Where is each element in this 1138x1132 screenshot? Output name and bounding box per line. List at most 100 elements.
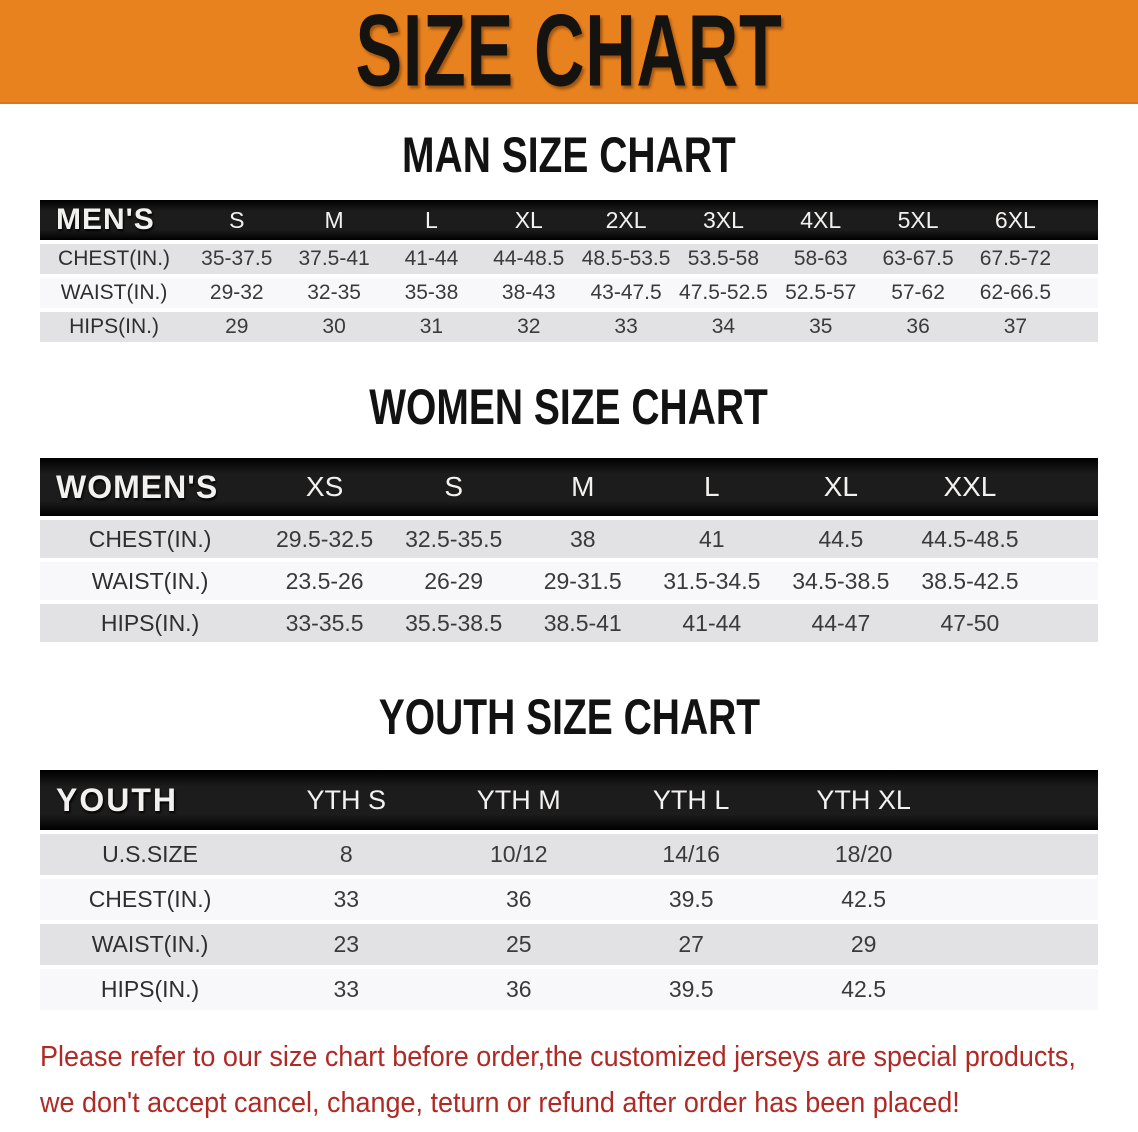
- size-column-header: XXL: [905, 458, 1035, 516]
- size-value-cell: 29: [188, 312, 286, 342]
- size-value-cell: 27: [604, 924, 778, 965]
- size-column-header: XL: [480, 200, 578, 240]
- size-value-cell: 43-47.5: [577, 278, 675, 308]
- youth-size-table: YOUTH YTH S YTH M YTH L YTH XL U.S.SIZE 8 10/12…: [40, 766, 1098, 1014]
- header-filler-cell: [1064, 200, 1098, 240]
- size-value-cell: 47.5-52.5: [674, 278, 773, 308]
- size-value-cell: 29.5-32.5: [260, 520, 390, 558]
- size-value-cell: 18/20: [777, 834, 950, 875]
- size-column-header: M: [518, 458, 648, 516]
- header-row: YOUTH YTH S YTH M YTH L YTH XL: [40, 770, 1098, 830]
- size-value-cell: 38-43: [480, 278, 578, 308]
- row-label: CHEST(IN.): [40, 244, 189, 274]
- youth-size-section: YOUTH SIZE CHART YOUTH YTH S YTH M YTH L YTH …: [0, 692, 1138, 1014]
- size-column-header: 2XL: [577, 200, 675, 240]
- table-row: CHEST(IN.) 33 36 39.5 42.5: [40, 879, 1098, 920]
- table-header: WOMEN'S XS S M L XL XXL: [40, 458, 1098, 516]
- size-value-cell: 52.5-57: [772, 278, 870, 308]
- size-value-cell: 53.5-58: [674, 244, 773, 274]
- size-value-cell: 33: [260, 969, 433, 1010]
- disclaimer-line-2: we don't accept cancel, change, teturn o…: [40, 1087, 960, 1119]
- row-label: WAIST(IN.): [40, 562, 261, 600]
- size-value-cell: 35-37.5: [188, 244, 286, 274]
- table-row: CHEST(IN.) 35-37.5 37.5-41 41-44 44-48.5 48.5…: [40, 244, 1098, 274]
- women-size-table: WOMEN'S XS S M L XL XXL CHEST(IN.) 29.5-32.5 32.5…: [40, 454, 1098, 646]
- size-value-cell: 48.5-53.5: [577, 244, 675, 274]
- table-header: MEN'S S M L XL 2XL 3XL 4XL 5XL 6XL: [40, 200, 1098, 240]
- size-column-header: YTH XL: [777, 770, 950, 830]
- size-value-cell: 32: [480, 312, 578, 342]
- size-column-header: 5XL: [869, 200, 967, 240]
- size-value-cell: 63-67.5: [869, 244, 967, 274]
- size-value-cell: 10/12: [432, 834, 605, 875]
- page-title: SIZE CHART: [355, 0, 783, 109]
- row-label: HIPS(IN.): [40, 604, 261, 642]
- size-value-cell: 44-47: [776, 604, 906, 642]
- size-value-cell: 47-50: [905, 604, 1035, 642]
- table-row: WAIST(IN.) 23.5-26 26-29 29-31.5 31.5-34.5 34…: [40, 562, 1098, 600]
- row-label: WAIST(IN.): [40, 278, 189, 308]
- header-row: MEN'S S M L XL 2XL 3XL 4XL 5XL 6XL: [40, 200, 1098, 240]
- size-value-cell: 30: [285, 312, 383, 342]
- row-label: CHEST(IN.): [40, 879, 261, 920]
- men-section-heading: MAN SIZE CHART: [0, 130, 1138, 180]
- row-label: HIPS(IN.): [40, 969, 261, 1010]
- row-filler-cell: [1034, 562, 1098, 600]
- header-filler-cell: [1034, 458, 1098, 516]
- row-filler-cell: [949, 969, 1098, 1010]
- size-value-cell: 14/16: [604, 834, 778, 875]
- table-header: YOUTH YTH S YTH M YTH L YTH XL: [40, 770, 1098, 830]
- disclaimer: Please refer to our size chart before or…: [0, 1034, 1138, 1126]
- size-column-header: YTH L: [604, 770, 778, 830]
- size-value-cell: 58-63: [772, 244, 870, 274]
- table-row: HIPS(IN.) 33-35.5 35.5-38.5 38.5-41 41-44 44-…: [40, 604, 1098, 642]
- table-body: CHEST(IN.) 29.5-32.5 32.5-35.5 38 41 44.5 44.5…: [40, 520, 1098, 642]
- size-column-header: L: [647, 458, 777, 516]
- youth-section-heading-text: YOUTH SIZE CHART: [378, 689, 760, 745]
- row-filler-cell: [949, 834, 1098, 875]
- size-column-header: YTH S: [260, 770, 433, 830]
- size-value-cell: 67.5-72: [966, 244, 1065, 274]
- women-section-heading: WOMEN SIZE CHART: [0, 382, 1138, 432]
- row-filler-cell: [1064, 312, 1098, 342]
- size-value-cell: 29-31.5: [518, 562, 648, 600]
- men-size-section: MAN SIZE CHART MEN'S S M L XL 2XL 3XL 4XL 5XL 6XL C…: [0, 130, 1138, 346]
- size-value-cell: 38.5-41: [518, 604, 648, 642]
- size-value-cell: 37: [966, 312, 1065, 342]
- size-value-cell: 33-35.5: [260, 604, 390, 642]
- row-filler-cell: [949, 924, 1098, 965]
- size-value-cell: 31.5-34.5: [647, 562, 777, 600]
- size-column-header: XS: [260, 458, 390, 516]
- size-value-cell: 39.5: [604, 969, 778, 1010]
- size-value-cell: 36: [869, 312, 967, 342]
- size-value-cell: 8: [260, 834, 433, 875]
- size-value-cell: 35: [772, 312, 870, 342]
- header-row: WOMEN'S XS S M L XL XXL: [40, 458, 1098, 516]
- size-column-header: 6XL: [966, 200, 1065, 240]
- table-row: WAIST(IN.) 23 25 27 29: [40, 924, 1098, 965]
- size-column-header: YTH M: [432, 770, 605, 830]
- table-body: U.S.SIZE 8 10/12 14/16 18/20 CHEST(IN.) 33 36 39…: [40, 834, 1098, 1010]
- row-filler-cell: [1064, 244, 1098, 274]
- size-column-header: S: [389, 458, 519, 516]
- size-value-cell: 41-44: [382, 244, 481, 274]
- youth-section-heading: YOUTH SIZE CHART: [0, 692, 1138, 742]
- table-row: CHEST(IN.) 29.5-32.5 32.5-35.5 38 41 44.5 44.5…: [40, 520, 1098, 558]
- women-section-heading-text: WOMEN SIZE CHART: [369, 379, 769, 435]
- table-row: HIPS(IN.) 29 30 31 32 33 34 35 36 37: [40, 312, 1098, 342]
- row-filler-cell: [1034, 604, 1098, 642]
- size-column-header: 3XL: [674, 200, 773, 240]
- men-corner-label: MEN'S: [40, 200, 189, 240]
- table-row: WAIST(IN.) 29-32 32-35 35-38 38-43 43-47.5 47.…: [40, 278, 1098, 308]
- table-body: CHEST(IN.) 35-37.5 37.5-41 41-44 44-48.5 48.5…: [40, 244, 1098, 342]
- size-value-cell: 33: [260, 879, 433, 920]
- size-value-cell: 26-29: [389, 562, 519, 600]
- youth-corner-label: YOUTH: [40, 770, 261, 830]
- size-column-header: 4XL: [772, 200, 870, 240]
- size-column-header: XL: [776, 458, 906, 516]
- men-size-table: MEN'S S M L XL 2XL 3XL 4XL 5XL 6XL CHEST(IN.) 35-37…: [40, 196, 1098, 346]
- size-value-cell: 36: [432, 969, 605, 1010]
- size-column-header: L: [382, 200, 481, 240]
- size-value-cell: 33: [577, 312, 675, 342]
- women-corner-label: WOMEN'S: [40, 458, 261, 516]
